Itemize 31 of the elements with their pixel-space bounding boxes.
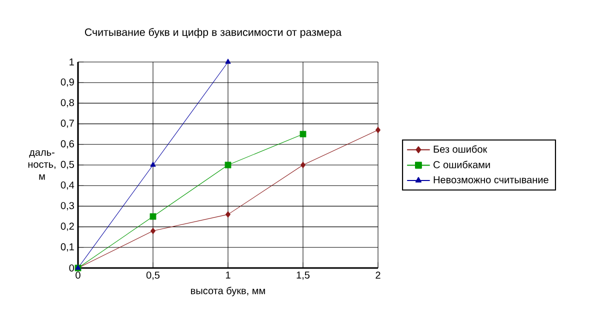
y-tick-label: 0	[69, 264, 74, 272]
y-tick-label: 0,6	[60, 140, 74, 149]
x-tick-label: 2	[376, 272, 380, 279]
point	[300, 130, 306, 138]
point	[226, 211, 230, 218]
y-tick-label: 0,9	[60, 78, 74, 87]
y-tick-label: 0,3	[60, 202, 74, 210]
x-tick-label: 0,5	[146, 272, 160, 280]
legend-label: Невозможно считывание	[434, 176, 548, 184]
y-tick-label: 1	[70, 58, 74, 66]
y-tick-label: 0,5	[60, 160, 74, 170]
legend-label: Без ошибок	[434, 145, 488, 153]
x-tick-label: 1,5	[296, 272, 310, 280]
point	[150, 213, 156, 220]
point	[300, 162, 306, 168]
point	[150, 162, 156, 167]
y-tick-label: 0,1	[60, 243, 74, 252]
x-tick-label: 1	[226, 272, 230, 278]
y-axis-title: даль- ность, м	[28, 150, 56, 180]
point	[150, 228, 156, 234]
chart-title: Считывание букв и цифр в зависимости от размера	[84, 28, 342, 38]
y-tick-label: 0,2	[60, 222, 74, 231]
point	[376, 126, 380, 134]
point	[225, 58, 231, 64]
point	[224, 162, 232, 168]
y-tick-label: 0,4	[60, 181, 74, 190]
y-tick-label: 0,7	[60, 120, 74, 128]
y-tick-label: 0,8	[60, 99, 74, 108]
legend-label: С ошибками	[434, 160, 490, 168]
x-tick-label: 0	[76, 272, 80, 279]
x-axis-title: высота букв, мм	[191, 286, 265, 296]
